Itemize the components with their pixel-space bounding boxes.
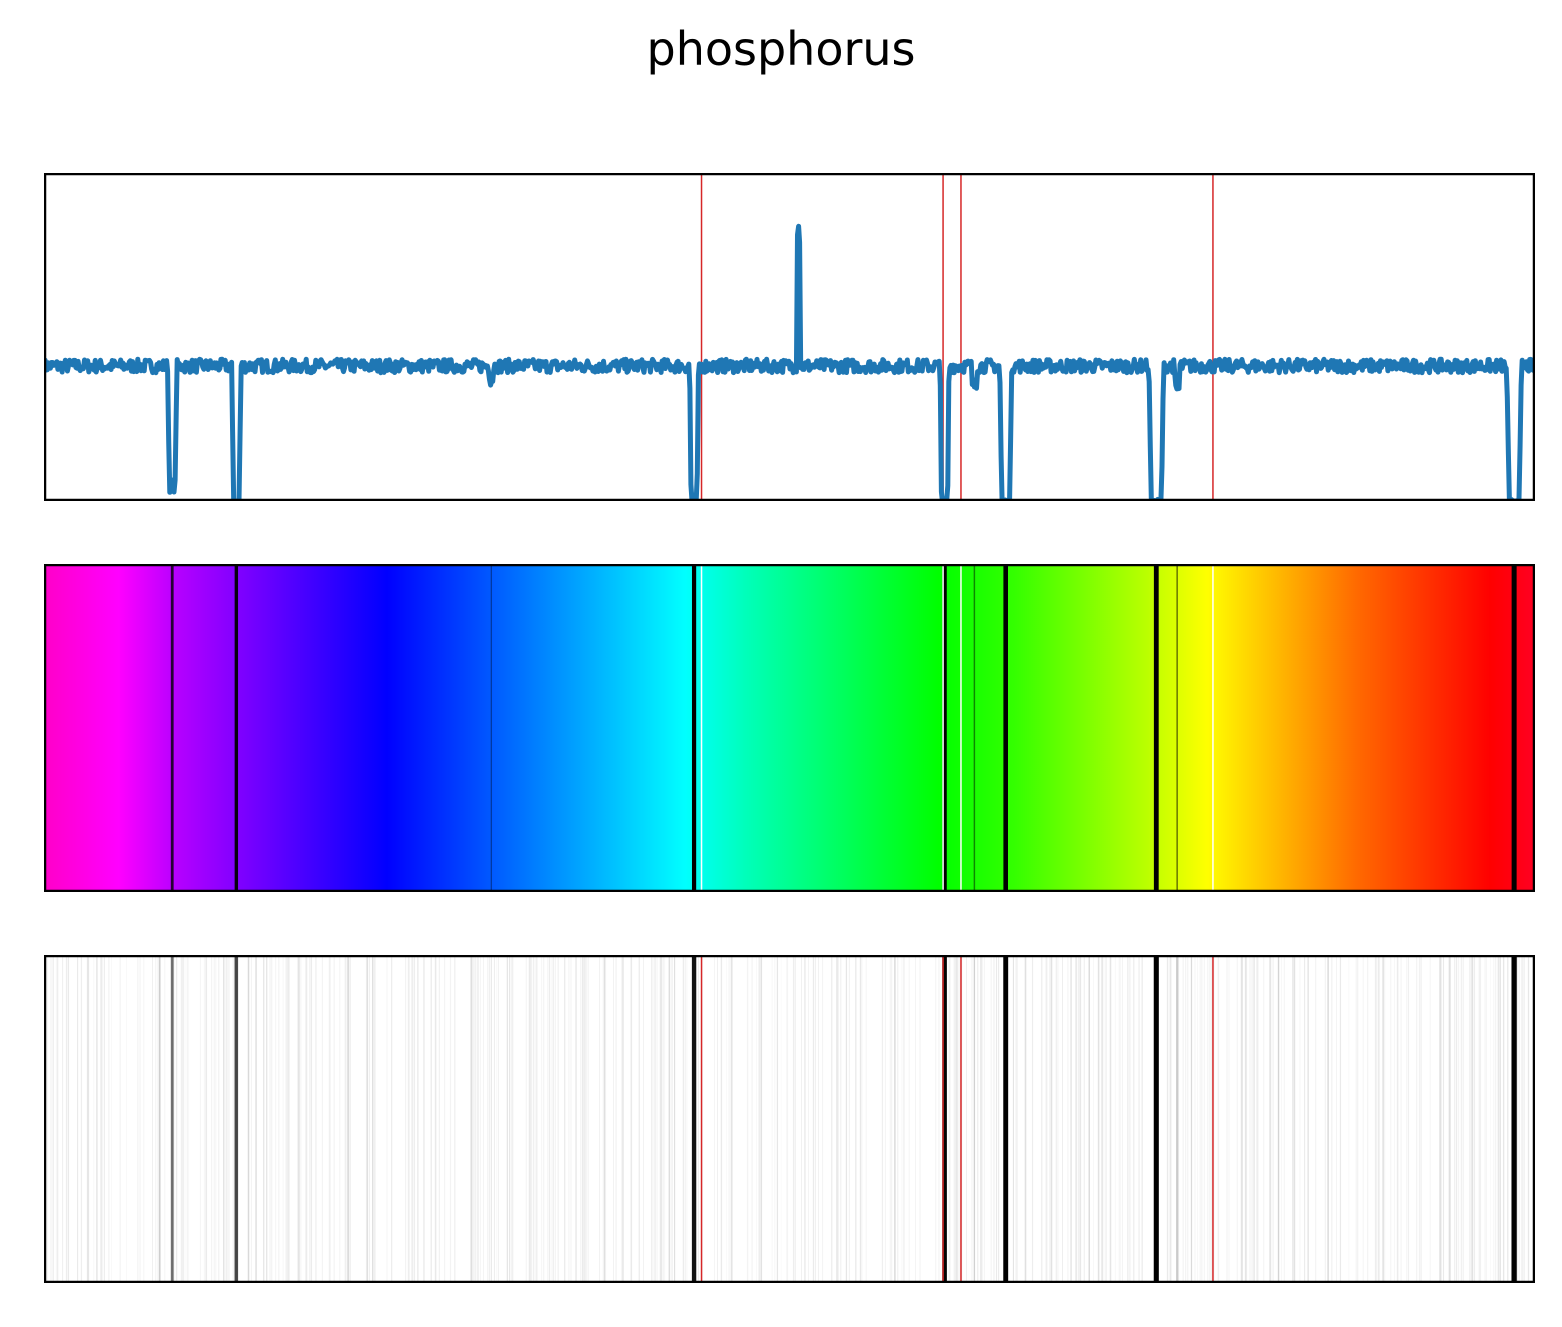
barcode-absorption-line-1 [234,955,239,1283]
spectrum-reference-lines [700,564,1214,892]
barcode-absorption-line-0 [170,955,174,1283]
spectrum-absorption-line-2 [490,564,492,892]
spectrum-absorption-line-7 [1153,564,1159,892]
spectrum-absorption-line-6 [1003,564,1008,892]
spectrum-absorption-line-5 [973,564,976,892]
color-spectrum-panel [44,564,1535,892]
barcode-absorption-line-4 [942,955,947,1283]
spectrum-absorption-line-4 [942,564,947,892]
barcode-reference-lines [700,955,1214,1283]
barcode-absorption-line-6 [1003,955,1009,1283]
barcode-absorption-line-2 [490,955,492,1283]
panel-frame [44,955,1535,1283]
barcode-absorption-line-3 [691,955,697,1283]
spectrum-absorption-line-3 [691,564,697,892]
reference-lines-group [700,173,1214,501]
barcode-absorption-line-9 [1511,955,1517,1283]
series-line-intensity [44,223,1535,501]
spectrum-absorption-line-8 [1176,564,1178,892]
spectrum-absorption-lines [170,564,1517,892]
barcode-absorption-line-7 [1153,955,1159,1283]
barcode-absorption-lines [170,955,1517,1283]
barcode-absorption-line-8 [1176,955,1178,1283]
spectrum-absorption-line-9 [1511,564,1517,892]
spectrum-absorption-line-1 [234,564,239,892]
spectrum-gradient [44,564,1535,892]
intensity-line-panel [44,173,1535,501]
panel-frame [44,173,1535,501]
barcode-absorption-line-5 [973,955,976,1283]
chart-title: phosphorus [646,22,916,76]
panel-frame [44,564,1535,892]
spectrum-absorption-line-0 [170,564,174,892]
barcode-panel [44,955,1535,1283]
